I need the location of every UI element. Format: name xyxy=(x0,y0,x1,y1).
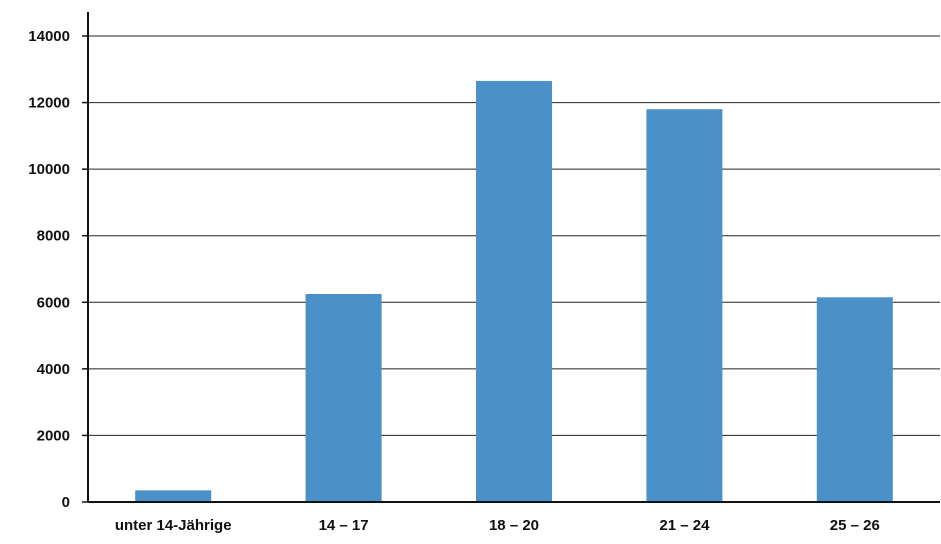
y-tick-label: 4000 xyxy=(37,361,70,378)
bars xyxy=(135,80,893,502)
y-tick-label: 8000 xyxy=(37,228,70,245)
bar xyxy=(135,490,212,502)
y-tick-label: 10000 xyxy=(28,161,70,178)
bar xyxy=(305,293,382,502)
bar xyxy=(476,80,552,502)
bar xyxy=(816,297,893,502)
y-tick-labels: 0 2000 4000 6000 8000 10000 12000 14000 xyxy=(28,28,70,511)
y-tick-label: 0 xyxy=(62,494,70,511)
bar xyxy=(646,109,723,502)
x-tick-label: 18 – 20 xyxy=(489,517,539,534)
y-tick-label: 2000 xyxy=(37,427,70,444)
x-tick-labels: unter 14-Jährige 14 – 17 18 – 20 21 – 24 25 … xyxy=(115,517,880,534)
y-tick-label: 12000 xyxy=(28,95,70,112)
axes xyxy=(82,12,940,503)
x-tick-label: 14 – 17 xyxy=(319,517,369,534)
y-tick-label: 6000 xyxy=(37,294,70,311)
x-tick-label: 21 – 24 xyxy=(659,517,710,534)
y-tick-label: 14000 xyxy=(28,28,70,45)
x-tick-label: 25 – 26 xyxy=(830,517,880,534)
x-tick-label: unter 14-Jährige xyxy=(115,517,232,534)
